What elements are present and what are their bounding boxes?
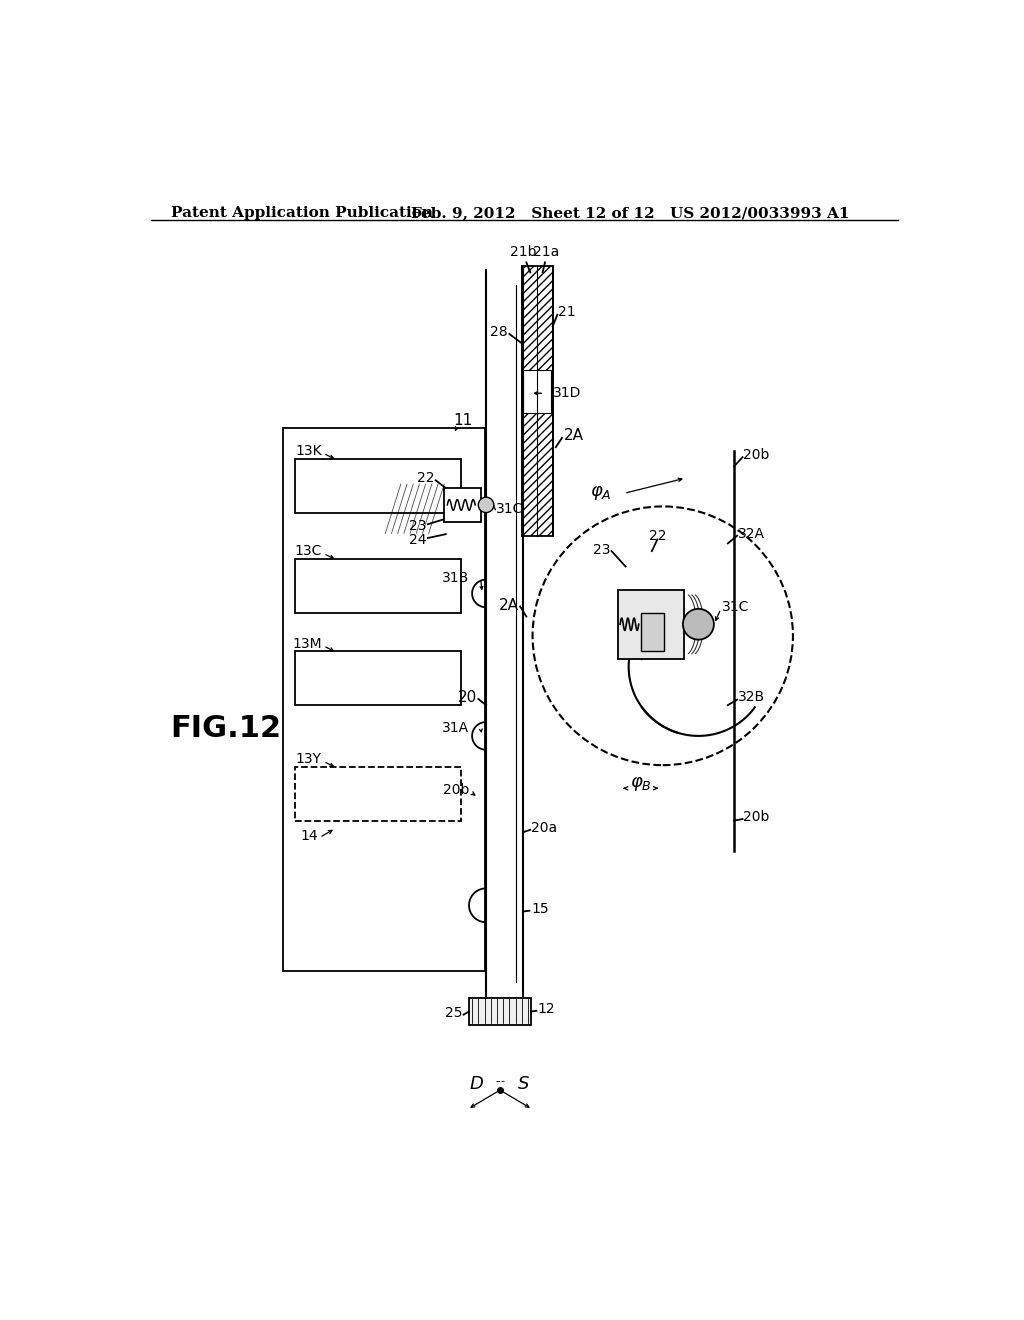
Text: 13C: 13C [294, 544, 322, 558]
Text: 32A: 32A [738, 527, 765, 541]
Bar [469, 998, 531, 1024]
Text: Feb. 9, 2012   Sheet 12 of 12: Feb. 9, 2012 Sheet 12 of 12 [411, 206, 654, 220]
Bar [523, 370, 551, 412]
Bar [295, 651, 461, 705]
Text: 15: 15 [531, 902, 549, 916]
Text: 22: 22 [648, 529, 666, 543]
Text: 13Y: 13Y [296, 752, 322, 766]
Circle shape [478, 498, 494, 512]
Text: 12: 12 [538, 1002, 555, 1016]
Text: 22: 22 [417, 471, 434, 484]
Text: 20b: 20b [743, 809, 770, 824]
Text: 2A: 2A [563, 428, 584, 444]
Text: 20b: 20b [442, 783, 469, 797]
Text: 20a: 20a [531, 821, 557, 836]
Text: 20b: 20b [743, 447, 770, 462]
Text: 31D: 31D [553, 387, 581, 400]
Text: 24: 24 [409, 532, 426, 546]
Text: 28: 28 [490, 325, 508, 339]
Text: D: D [470, 1074, 483, 1093]
Text: 23: 23 [593, 543, 610, 557]
Text: $\varphi_A$: $\varphi_A$ [590, 484, 611, 503]
Text: 21: 21 [558, 305, 575, 319]
Text: 21a: 21a [534, 244, 560, 259]
Bar [617, 590, 684, 659]
Text: 23: 23 [409, 520, 426, 533]
Circle shape [683, 609, 714, 640]
Text: US 2012/0033993 A1: US 2012/0033993 A1 [671, 206, 850, 220]
Bar [521, 267, 553, 536]
Text: 31A: 31A [442, 721, 469, 735]
Text: 13K: 13K [295, 444, 322, 458]
Text: 13M: 13M [292, 636, 322, 651]
Bar [444, 488, 481, 521]
Text: 31B: 31B [441, 572, 469, 585]
Bar [295, 459, 461, 512]
Text: 21b: 21b [510, 244, 537, 259]
Bar [295, 767, 461, 821]
Text: 2A: 2A [499, 598, 518, 612]
Text: S: S [517, 1074, 529, 1093]
Text: 31C: 31C [496, 502, 523, 516]
Bar [295, 558, 461, 612]
Bar [641, 612, 665, 651]
Text: 11: 11 [454, 413, 473, 428]
Text: 20: 20 [458, 690, 477, 705]
Text: 31C: 31C [722, 599, 750, 614]
Text: 25: 25 [445, 1006, 463, 1020]
Text: FIG.12: FIG.12 [171, 714, 282, 743]
Text: 14: 14 [300, 829, 317, 843]
Bar [283, 428, 484, 970]
Text: Patent Application Publication: Patent Application Publication [171, 206, 432, 220]
Text: $\varphi_B$: $\varphi_B$ [630, 775, 652, 792]
Text: 32B: 32B [738, 690, 765, 705]
